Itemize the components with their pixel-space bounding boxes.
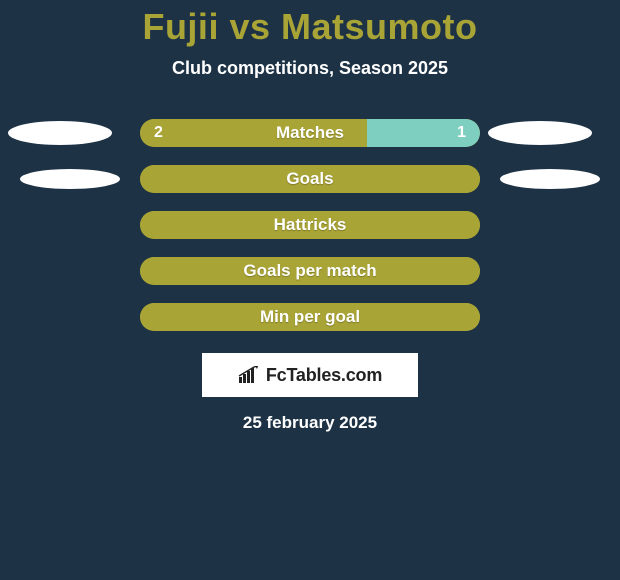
subtitle: Club competitions, Season 2025 — [0, 58, 620, 79]
stat-label: Matches — [140, 119, 480, 147]
brand-box[interactable]: FcTables.com — [202, 353, 418, 397]
stat-bar: Min per goal — [140, 303, 480, 331]
avatar — [20, 169, 120, 189]
stat-row: Goals per match — [0, 257, 620, 285]
stat-label: Goals per match — [140, 257, 480, 285]
stat-row: Matches2 1 — [0, 119, 620, 147]
stat-bar: Goals per match — [140, 257, 480, 285]
player-a-name: Fujii — [142, 6, 219, 47]
stat-row: Hattricks — [0, 211, 620, 239]
stat-value-right: 1 — [457, 119, 466, 147]
stat-rows: Matches2 1 Goals Hattricks Goals per match Mi… — [0, 119, 620, 331]
stat-label: Hattricks — [140, 211, 480, 239]
avatar — [500, 169, 600, 189]
page-title: Fujii vs Matsumoto — [0, 6, 620, 48]
stat-row: Min per goal — [0, 303, 620, 331]
stat-label: Min per goal — [140, 303, 480, 331]
stat-bar: Goals — [140, 165, 480, 193]
stat-value-left: 2 — [154, 119, 163, 147]
stat-bar: Matches2 1 — [140, 119, 480, 147]
stat-row: Goals — [0, 165, 620, 193]
vs-text: vs — [229, 6, 270, 47]
stat-label: Goals — [140, 165, 480, 193]
avatar — [8, 121, 112, 145]
bar-chart-icon — [238, 366, 260, 384]
avatar — [488, 121, 592, 145]
stat-bar: Hattricks — [140, 211, 480, 239]
date-text: 25 february 2025 — [0, 413, 620, 433]
brand-text: FcTables.com — [266, 365, 382, 386]
player-b-name: Matsumoto — [281, 6, 478, 47]
